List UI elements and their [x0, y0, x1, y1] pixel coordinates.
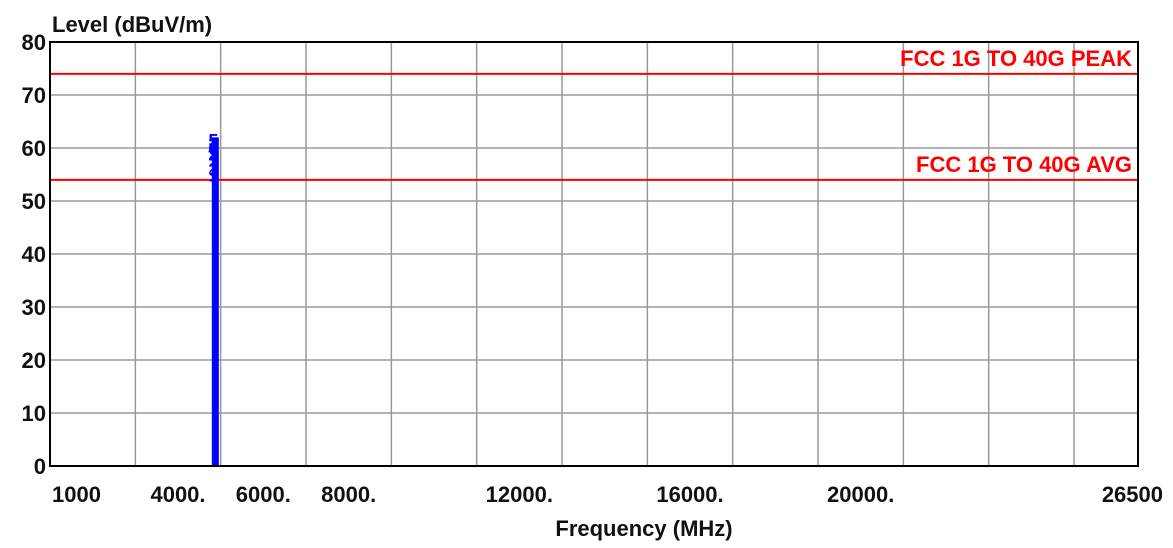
x-tick-label: 20000.: [827, 482, 894, 507]
y-tick-label: 40: [22, 242, 46, 267]
x-axis-title: Frequency (MHz): [555, 516, 732, 541]
y-tick-label: 20: [22, 348, 46, 373]
y-tick-label: 0: [34, 454, 46, 479]
y-tick-labels: 0 10 20 30 40 50 60 70 80: [22, 30, 46, 479]
x-tick-label: 12000.: [486, 482, 553, 507]
limit-line-label: FCC 1G TO 40G AVG: [916, 152, 1132, 177]
x-tick-label: 16000.: [656, 482, 723, 507]
marker-label: 6: [208, 139, 218, 159]
x-tick-label: 8000.: [321, 482, 376, 507]
x-tick-labels: 1000 4000. 6000. 8000. 12000. 16000. 20000. 265…: [52, 482, 1163, 507]
y-axis-title: Level (dBuV/m): [52, 12, 212, 37]
y-tick-label: 10: [22, 401, 46, 426]
x-tick-label: 6000.: [236, 482, 291, 507]
x-tick-label: 26500: [1102, 482, 1163, 507]
x-tick-label: 1000: [52, 482, 101, 507]
x-tick-label: 4000.: [150, 482, 205, 507]
limit-line-label: FCC 1G TO 40G PEAK: [900, 46, 1132, 71]
marker-label: 3: [208, 160, 218, 180]
y-tick-label: 50: [22, 189, 46, 214]
y-tick-label: 60: [22, 136, 46, 161]
y-tick-label: 70: [22, 83, 46, 108]
y-tick-label: 30: [22, 295, 46, 320]
y-tick-label: 80: [22, 30, 46, 55]
